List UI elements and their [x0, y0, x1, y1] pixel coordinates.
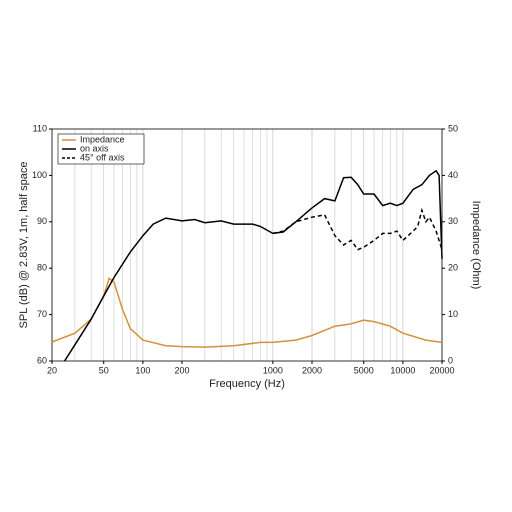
x-axis-label: Frequency (Hz): [209, 378, 285, 390]
x-tick-label: 20: [47, 365, 57, 375]
x-tick-label: 5000: [354, 365, 374, 375]
y-tick-label: 110: [33, 123, 47, 133]
series-line: [272, 207, 443, 251]
y2-axis-label: Impedance (Ohm): [470, 201, 482, 290]
y2-tick-label: 0: [448, 355, 453, 365]
legend-label: Impedance: [80, 134, 125, 144]
y2-tick-label: 30: [448, 216, 458, 226]
legend-label: on axis: [80, 143, 109, 153]
x-tick-label: 20000: [429, 365, 454, 375]
y-tick-label: 100: [32, 170, 47, 180]
x-tick-label: 200: [174, 365, 189, 375]
y-axis-label: SPL (dB) @ 2.83V, 1m, half space: [18, 162, 30, 329]
series-line: [51, 277, 443, 348]
x-tick-label: 100: [135, 365, 150, 375]
x-tick-label: 2000: [302, 365, 322, 375]
y2-tick-label: 40: [448, 170, 458, 180]
y2-tick-label: 50: [448, 123, 458, 133]
y-tick-label: 70: [37, 309, 47, 319]
y2-tick-label: 10: [448, 309, 458, 319]
series-line: [63, 169, 443, 362]
y2-tick-label: 20: [448, 263, 458, 273]
x-tick-label: 1000: [263, 365, 283, 375]
y-tick-label: 60: [37, 355, 47, 365]
x-tick-label: 50: [99, 365, 109, 375]
legend-label: 45° off axis: [80, 152, 125, 162]
x-tick-label: 10000: [390, 365, 415, 375]
y-tick-label: 90: [37, 216, 47, 226]
y-tick-label: 80: [37, 263, 47, 273]
